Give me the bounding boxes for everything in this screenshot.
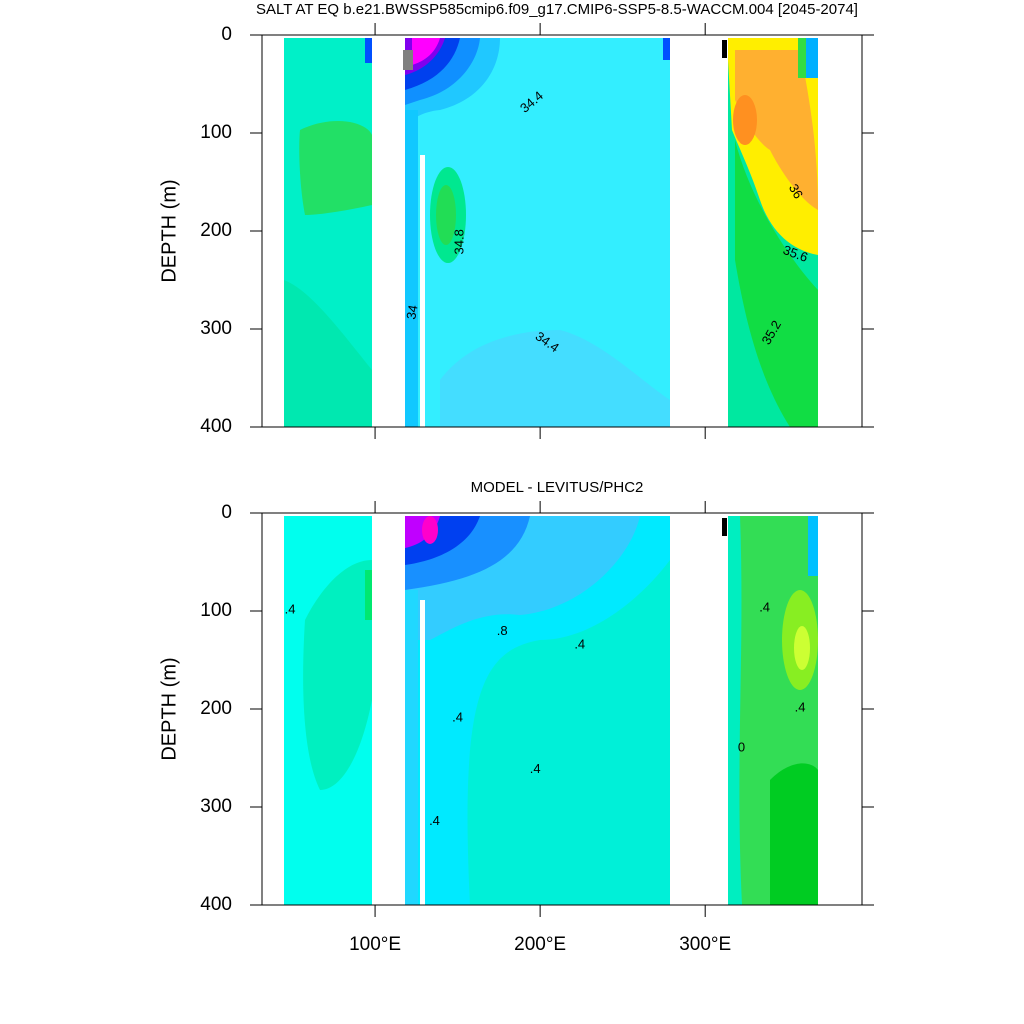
contour-label: .4 — [530, 761, 541, 776]
y-tick-label: 400 — [200, 416, 232, 437]
y-tick-label: 200 — [200, 220, 232, 241]
y-axis-label: DEPTH (m) — [158, 179, 180, 282]
field-bottom — [284, 516, 818, 905]
y-tick-label: 0 — [221, 24, 232, 45]
chart-title: MODEL - LEVITUS/PHC2 — [471, 479, 644, 496]
y-tick-label: 300 — [200, 796, 232, 817]
contour-label: .4 — [452, 709, 463, 724]
chart-title: SALT AT EQ b.e21.BWSSP585cmip6.f09_g17.C… — [256, 1, 858, 18]
contour-label: .4 — [429, 813, 440, 828]
field-top — [284, 38, 818, 427]
y-tick-label: 400 — [200, 894, 232, 915]
contour-label: 34 — [403, 304, 420, 321]
y-axis-label: DEPTH (m) — [158, 657, 180, 760]
contour-label: 36 — [786, 181, 806, 201]
y-tick-label: 100 — [200, 122, 232, 143]
x-tick-label: 100°E — [349, 934, 401, 955]
x-tick-label: 300°E — [679, 934, 731, 955]
contour-label: 0 — [738, 740, 745, 755]
y-tick-label: 300 — [200, 318, 232, 339]
contour-label: .4 — [759, 599, 770, 614]
contour-label: 34.8 — [452, 229, 467, 254]
y-tick-label: 100 — [200, 600, 232, 621]
y-tick-label: 0 — [221, 502, 232, 523]
contour-label: .4 — [285, 601, 296, 616]
contour-label: .8 — [497, 623, 508, 638]
y-tick-label: 200 — [200, 698, 232, 719]
contour-label: .4 — [795, 699, 806, 714]
contour-label: .4 — [574, 637, 585, 652]
x-tick-label: 200°E — [514, 934, 566, 955]
